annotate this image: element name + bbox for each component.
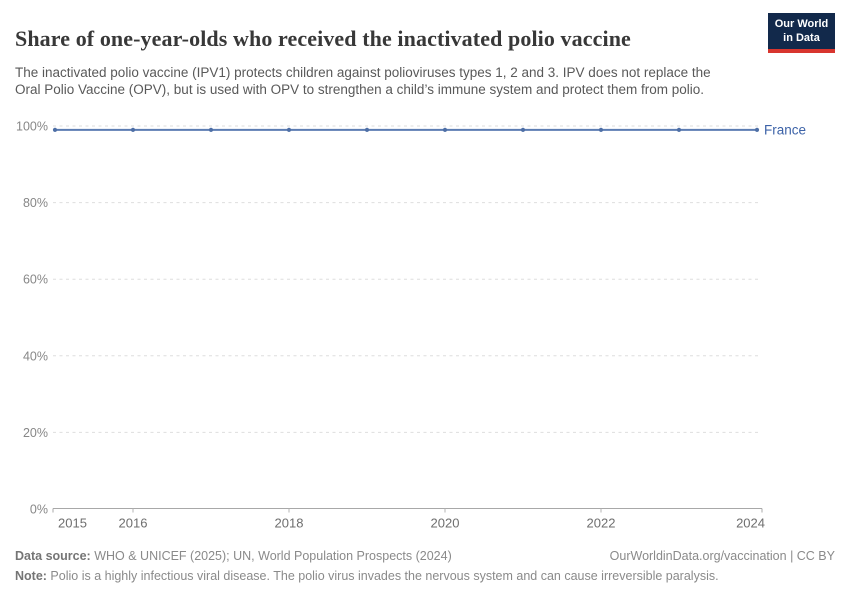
owid-logo-line2: in Data xyxy=(783,31,820,44)
note-label: Note: xyxy=(15,569,47,583)
data-point-marker[interactable] xyxy=(286,127,292,132)
x-tick-label: 2016 xyxy=(119,516,148,531)
chart-subtitle: The inactivated polio vaccine (IPV1) pro… xyxy=(15,64,711,97)
data-point-marker[interactable] xyxy=(754,127,760,132)
series-end-label[interactable]: France xyxy=(764,122,806,137)
chart-footer: Data source: WHO & UNICEF (2025); UN, Wo… xyxy=(15,546,835,586)
data-point-marker[interactable] xyxy=(364,127,370,132)
page-title: Share of one-year-olds who received the … xyxy=(15,25,631,51)
datasource-row: Data source: WHO & UNICEF (2025); UN, Wo… xyxy=(15,546,835,566)
datasource-label: Data source: xyxy=(15,549,91,563)
data-point-marker[interactable] xyxy=(598,127,604,132)
data-point-marker[interactable] xyxy=(520,127,526,132)
y-tick-label: 60% xyxy=(23,273,48,287)
y-tick-label: 40% xyxy=(23,349,48,363)
y-tick-label: 100% xyxy=(16,120,48,134)
datasource-value: WHO & UNICEF (2025); UN, World Populatio… xyxy=(90,549,452,563)
datasource-text: Data source: WHO & UNICEF (2025); UN, Wo… xyxy=(15,549,452,563)
data-point-marker[interactable] xyxy=(130,127,136,132)
x-tick-label: 2024 xyxy=(736,516,765,531)
line-chart: 0% 20% 40% 60% 80% 100% 2015 2016 2018 2020 2022 20… xyxy=(16,120,806,531)
x-tick-label: 2018 xyxy=(275,516,304,531)
y-tick-label: 80% xyxy=(23,196,48,210)
y-tick-label: 0% xyxy=(30,503,48,517)
x-tick-label: 2015 xyxy=(58,516,87,531)
data-point-marker[interactable] xyxy=(442,127,448,132)
data-point-marker[interactable] xyxy=(676,127,682,132)
y-tick-label: 20% xyxy=(23,426,48,440)
data-point-marker[interactable] xyxy=(208,127,214,132)
x-tick-label: 2022 xyxy=(587,516,616,531)
note-value: Polio is a highly infectious viral disea… xyxy=(46,569,719,583)
owid-logo-line1: Our World xyxy=(774,18,829,30)
note-text: Note: Polio is a highly infectious viral… xyxy=(15,569,719,583)
owid-logo[interactable]: Our World in Data xyxy=(768,13,835,53)
note-row: Note: Polio is a highly infectious viral… xyxy=(15,566,835,586)
data-point-marker[interactable] xyxy=(52,127,58,132)
x-tick-label: 2020 xyxy=(431,516,460,531)
attribution-link[interactable]: OurWorldinData.org/vaccination | CC BY xyxy=(609,549,835,563)
